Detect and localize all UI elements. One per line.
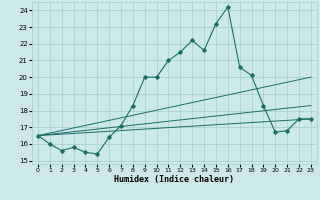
X-axis label: Humidex (Indice chaleur): Humidex (Indice chaleur) bbox=[115, 175, 234, 184]
